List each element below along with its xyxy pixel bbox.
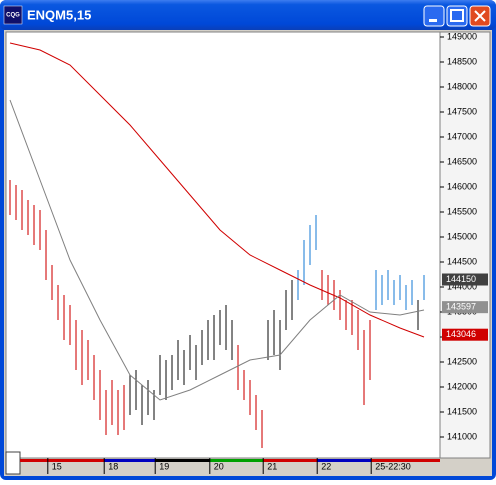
price-label: 143046: [446, 329, 476, 339]
x-tick-label: 15: [52, 461, 62, 471]
x-tick-label: 18: [108, 461, 118, 471]
title-bar: [0, 0, 496, 30]
y-tick-label: 145000: [447, 231, 477, 241]
price-axis: [439, 31, 491, 459]
price-label-box: [442, 328, 488, 341]
moving-average: [9, 99, 425, 401]
price-label-box: [442, 301, 488, 314]
y-tick-label: 144500: [447, 256, 477, 266]
price-label-box: [442, 273, 488, 286]
x-tick-label: 22: [321, 461, 331, 471]
y-tick-label: 141500: [447, 406, 477, 416]
session-strip: [155, 459, 210, 462]
x-tick-label: 21: [267, 461, 277, 471]
session-strip: [317, 459, 372, 462]
session-strip: [263, 459, 318, 462]
corner-box: [5, 451, 21, 475]
moving-average: [9, 42, 425, 338]
x-tick-label: 19: [159, 461, 169, 471]
window-title: ENQM5,15: [27, 7, 91, 22]
x-tick-label: 25-22:30: [375, 461, 411, 471]
y-tick-label: 149000: [447, 31, 477, 41]
price-label: 143597: [446, 302, 476, 312]
price-label: 144150: [446, 274, 476, 284]
session-strip: [20, 459, 48, 462]
y-tick-label: 147500: [447, 106, 477, 116]
session-strip: [47, 459, 105, 462]
y-tick-label: 146000: [447, 181, 477, 191]
minimize-button[interactable]: [423, 5, 445, 27]
y-tick-label: 145500: [447, 206, 477, 216]
y-tick-label: 148000: [447, 81, 477, 91]
session-strip: [104, 459, 156, 462]
close-button[interactable]: [469, 5, 491, 27]
y-tick-label: 144000: [447, 281, 477, 291]
y-tick-label: 142000: [447, 381, 477, 391]
session-strip: [209, 459, 264, 462]
y-tick-label: 146500: [447, 156, 477, 166]
y-tick-label: 141000: [447, 431, 477, 441]
y-tick-label: 147000: [447, 131, 477, 141]
x-tick-label: 20: [214, 461, 224, 471]
maximize-button[interactable]: [446, 5, 468, 27]
icon-text: CQG: [6, 13, 20, 19]
session-strip: [371, 459, 440, 462]
y-tick-label: 142500: [447, 356, 477, 366]
y-tick-label: 148500: [447, 56, 477, 66]
app-icon: [3, 5, 23, 25]
plot-area: [5, 31, 441, 459]
